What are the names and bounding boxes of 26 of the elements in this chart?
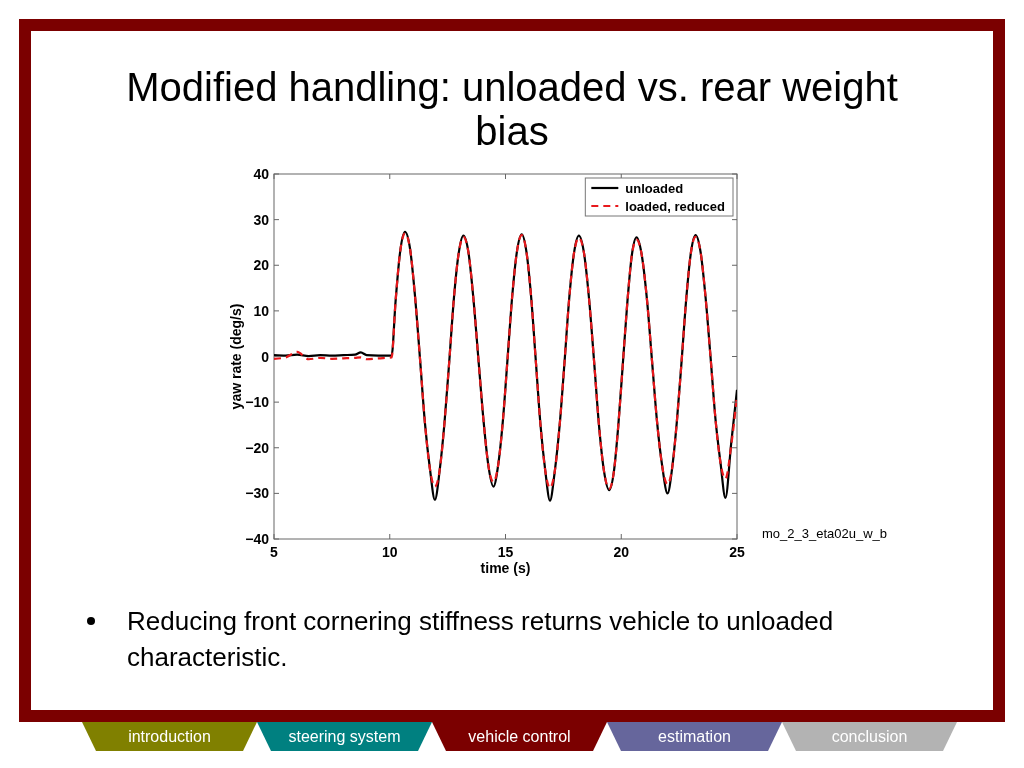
y-tick-label: 20	[253, 257, 270, 274]
x-tick-label: 5	[270, 544, 279, 560]
y-tick-label: 30	[253, 211, 270, 228]
legend-label: loaded, reduced	[625, 198, 726, 214]
y-tick-label: −20	[245, 439, 270, 456]
text: introduction	[128, 728, 211, 745]
y-tick-label: −40	[245, 531, 270, 547]
text: conclusion	[831, 728, 908, 745]
x-tick-label: 20	[613, 544, 630, 560]
chart-title: Modified handling: unloaded vs. rear weight bias	[126, 65, 898, 153]
x-tick-label: 10	[381, 544, 398, 560]
y-axis-title: yaw rate (deg/s)	[228, 303, 244, 410]
y-tick-label: −30	[245, 485, 270, 502]
text: steering system	[288, 728, 401, 745]
text: Reducing front cornering stiffness returns vehicle to unloaded characteristic.	[127, 606, 834, 672]
x-tick-label: 15	[497, 544, 514, 560]
text: vehicle control	[468, 728, 571, 745]
x-axis-title: time (s)	[480, 560, 531, 576]
text: mo_2_3_eta02u_w_b	[762, 526, 888, 541]
legend-label: unloaded	[625, 180, 684, 196]
text: estimation	[658, 728, 731, 745]
y-tick-label: 0	[261, 348, 270, 365]
y-tick-label: 40	[253, 166, 270, 182]
y-tick-label: 10	[253, 302, 270, 319]
x-tick-label: 25	[729, 544, 745, 560]
y-tick-label: −10	[245, 394, 270, 411]
